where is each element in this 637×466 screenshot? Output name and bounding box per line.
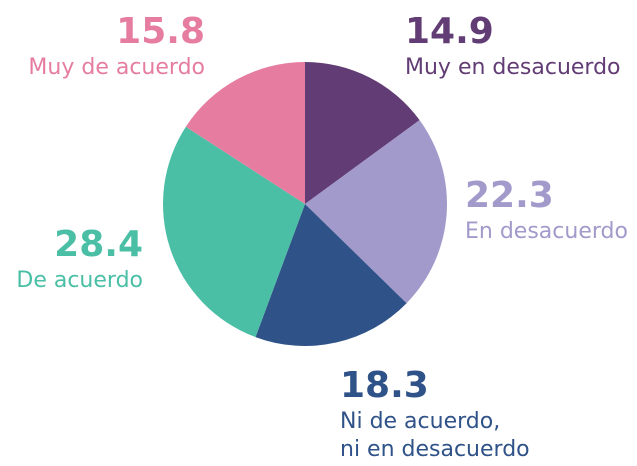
category-label: En desacuerdo — [465, 219, 628, 244]
category-label: De acuerdo — [16, 268, 143, 293]
pie-slice — [185, 61, 305, 204]
value-label: 14.9 — [405, 11, 494, 52]
pie-slice — [162, 126, 305, 338]
value-label: 28.4 — [54, 224, 143, 265]
category-label: Ni de acuerdo, ni en desacuerdo — [340, 409, 530, 462]
value-label: 18.3 — [340, 365, 429, 406]
pie-slice — [305, 120, 448, 304]
value-label: 22.3 — [465, 175, 554, 216]
category-label: Muy en desacuerdo — [405, 55, 621, 80]
value-label: 15.8 — [116, 11, 205, 52]
pie-slice — [255, 204, 407, 347]
pie-slice — [305, 62, 420, 204]
category-label: Muy de acuerdo — [28, 55, 205, 80]
